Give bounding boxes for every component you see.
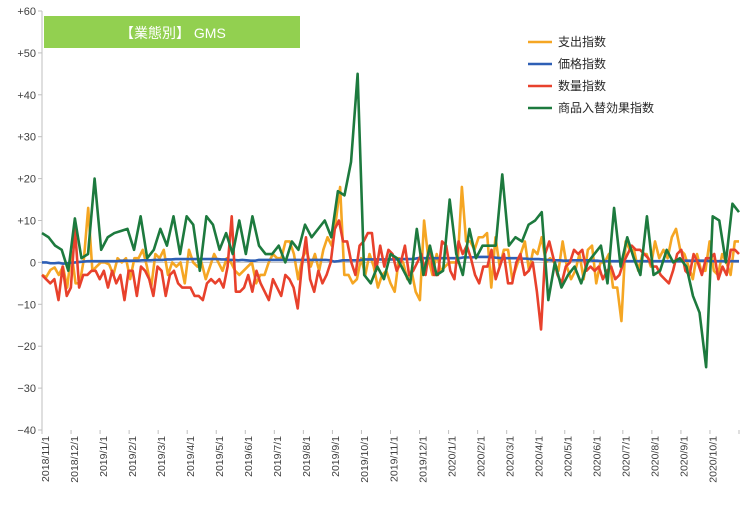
series-line-2: [41, 215, 740, 331]
x-tick-label: 2020/3/1: [504, 436, 516, 477]
series-line-0: [41, 185, 739, 323]
x-tick-label: 2019/8/1: [301, 436, 313, 477]
y-tick-label: +30: [17, 132, 36, 144]
x-tick-label: 2019/7/1: [272, 436, 284, 477]
legend-label: 数量指数: [558, 78, 606, 93]
series-lines: [41, 72, 741, 369]
x-tick-label: 2020/9/1: [679, 436, 691, 477]
x-tick-label: 2018/11/1: [40, 436, 52, 482]
x-tick-label: 2020/5/1: [563, 436, 575, 477]
x-tick-label: 2019/4/1: [185, 436, 197, 477]
y-tick-label: −30: [17, 383, 36, 395]
x-tick-label: 2020/6/1: [592, 436, 604, 477]
x-tick-label: 2019/10/1: [359, 436, 371, 483]
chart-title: 【業態別】 GMS: [120, 25, 226, 41]
y-tick-label: +60: [17, 6, 36, 18]
x-tick-label: 2020/7/1: [621, 436, 633, 477]
x-tick-label: 2019/5/1: [214, 436, 226, 477]
series-line-3: [41, 72, 741, 369]
x-tick-label: 2020/4/1: [533, 436, 545, 477]
y-tick-label: +40: [17, 90, 36, 102]
y-tick-label: +20: [17, 174, 36, 186]
chart-title-box: 【業態別】 GMS: [44, 16, 300, 48]
x-tick-label: 2019/11/1: [388, 436, 400, 482]
y-tick-label: −20: [17, 341, 36, 353]
y-tick-label: 0: [30, 257, 36, 269]
x-tick-label: 2020/1/1: [446, 436, 458, 477]
legend-label: 商品入替効果指数: [558, 100, 654, 115]
x-tick-label: 2020/2/1: [475, 436, 487, 477]
legend-label: 支出指数: [558, 34, 606, 49]
x-tick-label: 2019/3/1: [156, 436, 168, 477]
x-tick-label: 2019/2/1: [127, 436, 139, 477]
x-tick-label: 2019/9/1: [330, 436, 342, 477]
x-tick-label: 2019/6/1: [243, 436, 255, 477]
y-tick-label: +50: [17, 48, 36, 60]
y-tick-label: −40: [17, 425, 36, 437]
legend-label: 価格指数: [558, 56, 606, 71]
y-tick-label: −10: [17, 299, 36, 311]
x-tick-label: 2018/12/1: [69, 436, 81, 483]
x-tick-label: 2020/8/1: [650, 436, 662, 477]
x-tick-label: 2019/1/1: [98, 436, 110, 477]
y-tick-label: +10: [17, 216, 36, 228]
chart-title-bg: [44, 16, 300, 48]
x-tick-label: 2019/12/1: [417, 436, 429, 483]
axes: +60 +50 +40 +30 +20 +10 0 −10 −20 −30 −40 2018/11/1…: [17, 6, 740, 483]
x-tick-label: 2020/10/1: [708, 436, 720, 483]
